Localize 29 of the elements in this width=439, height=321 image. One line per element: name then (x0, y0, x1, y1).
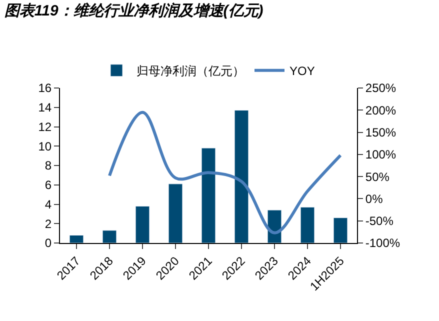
y-tick-label: 2 (44, 216, 52, 231)
y2-tick-label: -50% (365, 214, 394, 228)
bar (102, 230, 117, 243)
y2-tick-label: 100% (365, 148, 396, 162)
y-tick-label: 16 (38, 81, 52, 96)
y-tick-label: 4 (44, 197, 52, 212)
y2-tick-label: 200% (365, 103, 396, 118)
bar (69, 235, 84, 243)
y2-tick-label: 0% (365, 192, 384, 206)
y-tick-label: 12 (38, 120, 52, 134)
y2-tick-label: -100% (365, 236, 400, 250)
line-series (108, 110, 342, 234)
bar (300, 206, 315, 243)
y-tick-label: 10 (38, 139, 52, 154)
y2-tick-label: 50% (365, 170, 390, 184)
y-tick-label: 14 (38, 100, 52, 115)
y2-tick-label: 250% (365, 81, 396, 96)
bar (333, 218, 348, 243)
y-tick-label: 8 (44, 158, 52, 173)
y2-tick-label: 150% (365, 125, 396, 140)
chart-title: 图表119：维纶行业净利润及增速(亿元) (4, 1, 264, 20)
y-tick-label: 0 (44, 236, 52, 250)
bar (135, 206, 150, 243)
y-tick-label: 6 (44, 178, 52, 192)
bar (234, 110, 249, 243)
bar (168, 184, 183, 243)
legend-label: YOY (290, 64, 315, 78)
legend-label: 归母净利润（亿元） (136, 64, 244, 78)
bar (201, 148, 216, 243)
